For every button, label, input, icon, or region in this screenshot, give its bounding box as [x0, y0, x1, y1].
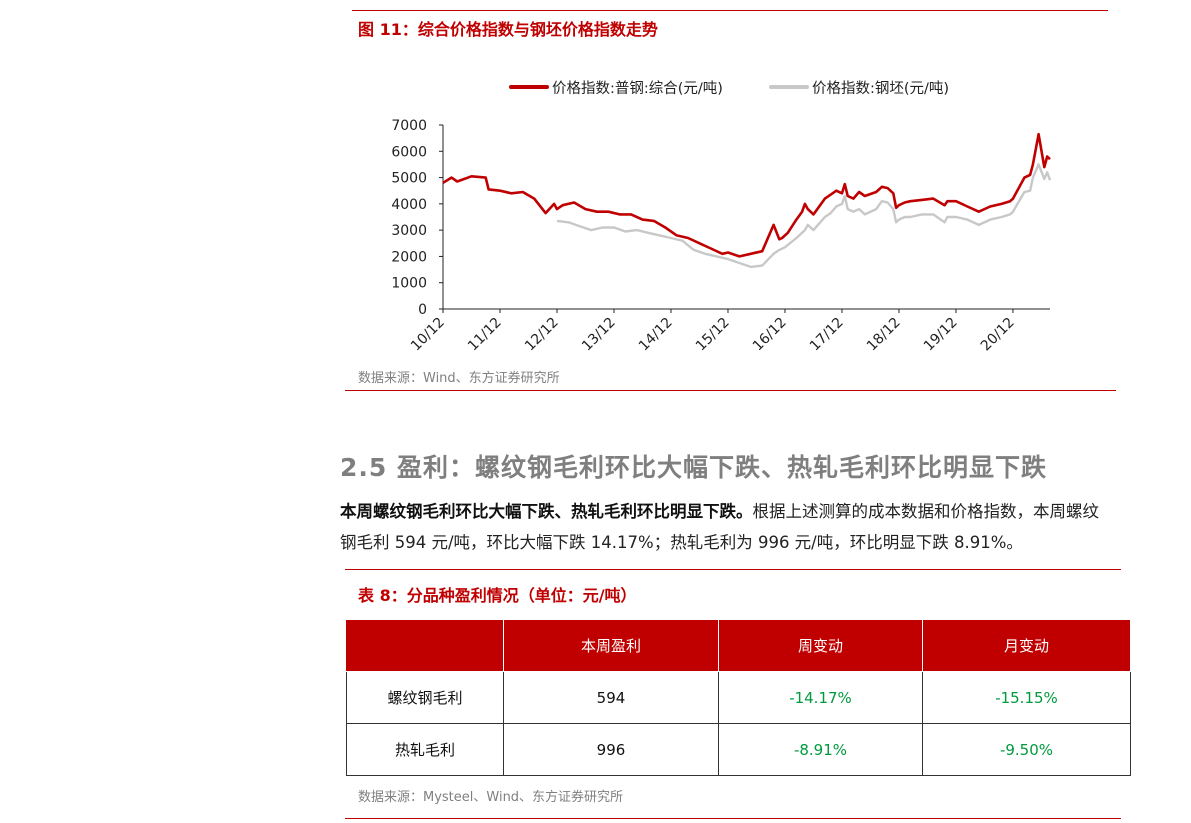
y-tick-label: 4000: [391, 197, 427, 213]
table-row: 热轧毛利 996 -8.91% -9.50%: [346, 723, 1131, 776]
cell-weekly-profit: 594: [503, 671, 719, 724]
y-tick-label: 7000: [391, 118, 427, 134]
table-source: 数据来源：Mysteel、Wind、东方证券研究所: [358, 790, 624, 805]
header-monthly-change: 月变动: [922, 619, 1131, 672]
y-tick-label: 1000: [391, 276, 427, 292]
paragraph-body: 根据上述测算的成本数据和价格指数，本周螺纹钢毛利 594 元/吨，环比大幅下跌 …: [340, 502, 1099, 552]
y-tick-label: 3000: [391, 223, 427, 239]
row-label: 热轧毛利: [346, 723, 504, 776]
figure-source: 数据来源：Wind、东方证券研究所: [358, 371, 560, 386]
table-top-rule: [345, 569, 1121, 570]
y-tick-label: 2000: [391, 249, 427, 265]
x-tick-label: 18/12: [864, 315, 904, 355]
x-tick-label: 16/12: [750, 315, 790, 355]
section-title: 2.5 盈利：螺纹钢毛利环比大幅下跌、热轧毛利环比明显下跌: [340, 453, 1047, 482]
x-axis: 10/12 11/12 12/12 13/12 14/12 15/12 16/12 17/12…: [408, 308, 1050, 355]
header-weekly-profit: 本周盈利: [503, 619, 719, 672]
cell-monthly-change: -9.50%: [922, 723, 1131, 776]
y-tick-label: 5000: [391, 171, 427, 187]
table-title: 表 8：分品种盈利情况（单位：元/吨）: [358, 586, 637, 605]
section-paragraph: 本周螺纹钢毛利环比大幅下跌、热轧毛利环比明显下跌。根据上述测算的成本数据和价格指…: [340, 496, 1115, 558]
table-header-row: 本周盈利 周变动 月变动: [346, 619, 1131, 672]
x-tick-label: 17/12: [807, 315, 847, 355]
legend-swatch-billet: [769, 85, 809, 89]
x-tick-label: 11/12: [465, 315, 505, 355]
x-tick-label: 15/12: [693, 315, 733, 355]
price-index-chart: 0 1000 2000 3000 4000 5000 6000 7000 10/12 11/12…: [391, 118, 1052, 355]
y-tick-label: 6000: [391, 144, 427, 160]
x-tick-label: 10/12: [408, 315, 448, 355]
series-line-composite: [442, 132, 1051, 258]
cell-weekly-change: -8.91%: [718, 723, 923, 776]
legend-label-composite: 价格指数:普钢:综合(元/吨): [552, 81, 723, 97]
paragraph-lead: 本周螺纹钢毛利环比大幅下跌、热轧毛利环比明显下跌。: [340, 502, 753, 521]
cell-weekly-change: -14.17%: [718, 671, 923, 724]
legend-label-billet: 价格指数:钢坯(元/吨): [812, 81, 950, 97]
x-tick-label: 13/12: [579, 315, 619, 355]
x-tick-label: 19/12: [921, 315, 961, 355]
series-lines: [442, 132, 1052, 269]
header-corner: [346, 619, 504, 672]
cell-weekly-profit: 996: [503, 723, 719, 776]
figure-bottom-rule: [345, 390, 1116, 391]
bottom-rule: [345, 818, 1121, 819]
y-tick-label: 0: [418, 302, 427, 318]
row-label: 螺纹钢毛利: [346, 671, 504, 724]
table-row: 螺纹钢毛利 594 -14.17% -15.15%: [346, 671, 1131, 724]
figure-title: 图 11：综合价格指数与钢坯价格指数走势: [358, 20, 658, 39]
header-weekly-change: 周变动: [718, 619, 923, 672]
y-axis: 0 1000 2000 3000 4000 5000 6000 7000: [391, 118, 444, 318]
top-rule: [352, 10, 1108, 11]
x-tick-label: 12/12: [522, 315, 562, 355]
profit-table: 本周盈利 周变动 月变动 螺纹钢毛利 594 -14.17% -15.15% 热…: [346, 619, 1131, 776]
legend-swatch-composite: [509, 85, 549, 89]
x-tick-label: 20/12: [978, 315, 1018, 355]
series-line-billet: [556, 163, 1052, 269]
x-tick-label: 14/12: [636, 315, 676, 355]
cell-monthly-change: -15.15%: [922, 671, 1131, 724]
